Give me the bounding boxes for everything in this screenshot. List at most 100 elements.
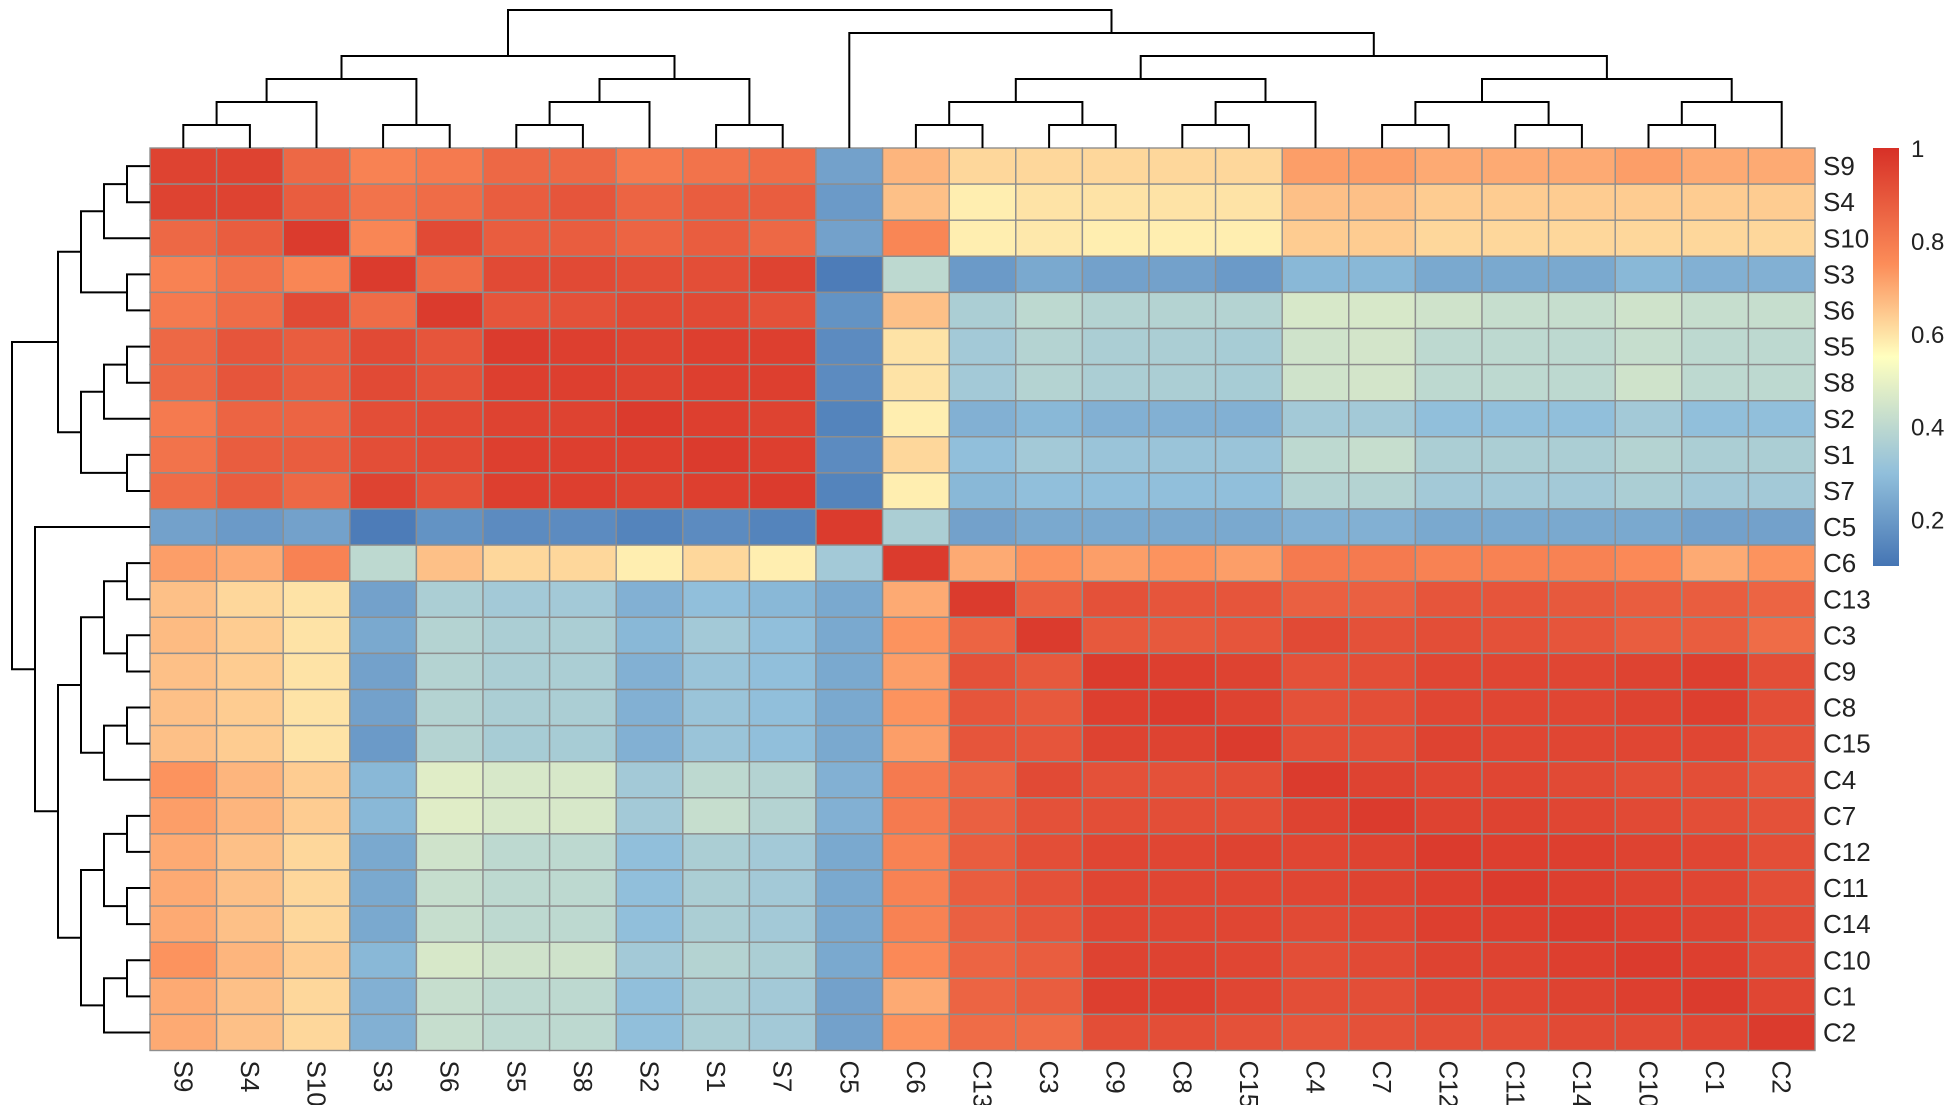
heatmap-cell-S7-C2: [1747, 472, 1816, 510]
heatmap-cell-C13-S1: [682, 580, 751, 619]
heatmap-cell-S8-C13: [948, 363, 1017, 402]
heatmap-cell-C8-S8: [548, 688, 617, 727]
heatmap-cell-S4-C2: [1747, 183, 1816, 221]
heatmap-cell-S8-C11: [1481, 363, 1550, 402]
heatmap-cell-S7-C1: [1681, 472, 1750, 510]
heatmap-cell-C9-C10: [1614, 652, 1683, 691]
heatmap-cell-C15-C14: [1547, 724, 1616, 763]
heatmap-cell-C4-C1: [1681, 761, 1750, 799]
heatmap-cell-S8-S4: [215, 363, 284, 402]
top-dendrogram-branch: [507, 9, 1113, 56]
heatmap-cell-C2-S4: [215, 1013, 284, 1052]
heatmap-cell-C9-C14: [1547, 652, 1616, 691]
heatmap-cell-C14-S1: [682, 905, 751, 943]
heatmap-cell-C7-S6: [415, 797, 484, 835]
heatmap-cell-C15-C11: [1481, 724, 1550, 763]
heatmap-cell-C8-C15: [1214, 688, 1283, 727]
heatmap-cell-C1-C13: [948, 977, 1017, 1016]
heatmap-cell-C6-C9: [1081, 544, 1150, 582]
heatmap-cell-S3-C7: [1348, 255, 1417, 294]
heatmap-cells: [149, 147, 1816, 1052]
heatmap-cell-C12-C12: [1414, 833, 1483, 871]
heatmap-cell-C6-C14: [1547, 544, 1616, 582]
column-label: C3: [1034, 1061, 1064, 1094]
heatmap-cell-C6-C3: [1015, 544, 1084, 582]
heatmap-cell-S8-S7: [748, 363, 817, 402]
heatmap-cell-C5-S4: [215, 508, 284, 546]
column-label: C1: [1700, 1061, 1730, 1094]
heatmap-cell-C13-C11: [1481, 580, 1550, 619]
heatmap-cell-C9-C9: [1081, 652, 1150, 691]
column-label: S6: [435, 1061, 465, 1093]
heatmap-cell-S9-C9: [1081, 147, 1150, 185]
heatmap-cell-C13-C14: [1547, 580, 1616, 619]
left-dendrogram-branch: [126, 453, 150, 492]
heatmap-cell-C6-C8: [1148, 544, 1217, 582]
heatmap-cell-S7-S1: [682, 472, 751, 510]
heatmap-cell-C4-S10: [282, 761, 351, 799]
heatmap-cell-C9-C8: [1148, 652, 1217, 691]
heatmap-cell-S1-C15: [1214, 436, 1283, 474]
heatmap-cell-S5-C10: [1614, 327, 1683, 366]
heatmap-cell-S9-C12: [1414, 147, 1483, 185]
heatmap-cell-C11-C15: [1214, 869, 1283, 907]
heatmap-cell-S7-C13: [948, 472, 1017, 510]
heatmap-cell-C15-S5: [482, 724, 551, 763]
heatmap-cell-C8-S7: [748, 688, 817, 727]
heatmap-cell-C4-C7: [1348, 761, 1417, 799]
heatmap-cell-S6-S2: [615, 291, 684, 330]
heatmap-cell-C11-S8: [548, 869, 617, 907]
heatmap-cell-C4-S8: [548, 761, 617, 799]
heatmap-cell-C8-C1: [1681, 688, 1750, 727]
heatmap-cell-C13-C1: [1681, 580, 1750, 619]
heatmap-cell-C13-C4: [1281, 580, 1350, 619]
heatmap-cell-S10-C7: [1348, 219, 1417, 257]
heatmap-cell-C2-C3: [1015, 1013, 1084, 1052]
heatmap-cell-S4-C6: [881, 183, 950, 221]
heatmap-cell-C2-S1: [682, 1013, 751, 1052]
heatmap-cell-C8-C10: [1614, 688, 1683, 727]
heatmap-cell-S3-C9: [1081, 255, 1150, 294]
row-label: S8: [1823, 368, 1855, 398]
column-label: C10: [1634, 1061, 1664, 1105]
heatmap-cell-S6-C10: [1614, 291, 1683, 330]
heatmap-cell-C14-C7: [1348, 905, 1417, 943]
heatmap-cell-C13-C13: [948, 580, 1017, 619]
heatmap-cell-S10-C2: [1747, 219, 1816, 257]
row-label: S4: [1823, 187, 1855, 217]
heatmap-cell-C15-C2: [1747, 724, 1816, 763]
heatmap-cell-S1-S5: [482, 436, 551, 474]
heatmap-cell-C7-S8: [548, 797, 617, 835]
heatmap-cell-C11-S4: [215, 869, 284, 907]
column-label: C15: [1234, 1061, 1264, 1105]
heatmap-cell-C3-C1: [1681, 616, 1750, 655]
heatmap-cell-S7-S8: [548, 472, 617, 510]
row-label: C15: [1823, 729, 1871, 759]
heatmap-cell-S8-C4: [1281, 363, 1350, 402]
heatmap-cell-C6-S4: [215, 544, 284, 582]
heatmap-cell-C5-C10: [1614, 508, 1683, 546]
heatmap-cell-C9-C11: [1481, 652, 1550, 691]
heatmap-cell-S4-S9: [149, 183, 218, 221]
heatmap-cell-S4-S7: [748, 183, 817, 221]
heatmap-cell-C13-S3: [349, 580, 418, 619]
heatmap-cell-C4-C5: [815, 761, 884, 799]
heatmap-cell-S10-C8: [1148, 219, 1217, 257]
heatmap-cell-C5-C15: [1214, 508, 1283, 546]
heatmap-cell-C13-C8: [1148, 580, 1217, 619]
left-dendrogram-branch: [80, 869, 104, 1007]
heatmap-cell-C4-C14: [1547, 761, 1616, 799]
column-label: S5: [501, 1061, 531, 1093]
heatmap-cell-C8-C12: [1414, 688, 1483, 727]
heatmap-cell-S3-S8: [548, 255, 617, 294]
row-label: S1: [1823, 440, 1855, 470]
heatmap-cell-S2-S7: [748, 400, 817, 438]
heatmap-cell-C3-S8: [548, 616, 617, 655]
heatmap-cell-C1-S4: [215, 977, 284, 1016]
heatmap-cell-S9-C2: [1747, 147, 1816, 185]
heatmap-cell-S8-C15: [1214, 363, 1283, 402]
heatmap-cell-C8-C5: [815, 688, 884, 727]
heatmap-cell-C4-S7: [748, 761, 817, 799]
column-label: C12: [1434, 1061, 1464, 1105]
legend-tick-label: 1: [1911, 136, 1924, 163]
